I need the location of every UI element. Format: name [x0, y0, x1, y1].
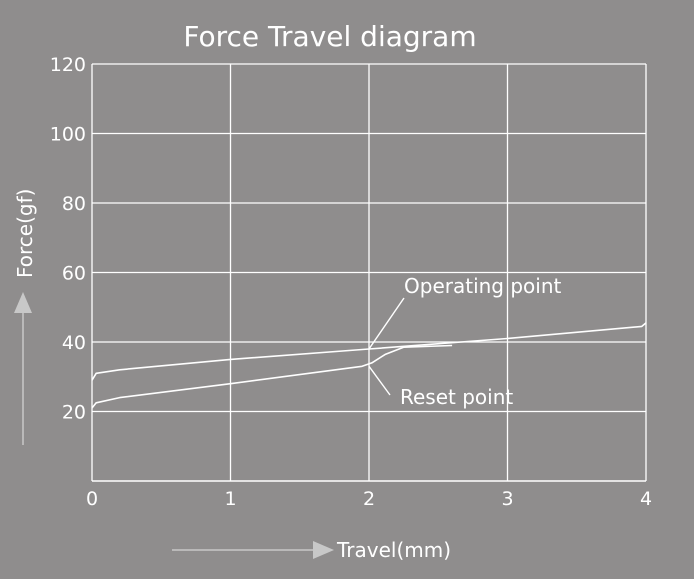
series-line-2: [91, 344, 453, 409]
operating-point-leader: [368, 297, 405, 350]
annotation-operating-point: Operating point: [404, 274, 562, 298]
y-tick-label: 40: [62, 332, 86, 354]
annotation-leaders: [368, 297, 405, 396]
series-lines: [91, 322, 647, 409]
series-line-1: [91, 322, 647, 381]
chart-title: Force Travel diagram: [183, 20, 476, 53]
x-tick-label: 4: [640, 488, 652, 510]
x-tick-label: 3: [501, 488, 513, 510]
y-axis-label: Force(gf): [13, 189, 37, 278]
y-tick-labels: 20 40 60 80 100 120: [50, 54, 86, 424]
y-tick-label: 60: [62, 263, 86, 285]
x-tick-label: 0: [86, 488, 98, 510]
x-axis-arrow-icon: [172, 541, 334, 559]
grid: [91, 63, 647, 482]
reset-point-leader: [368, 365, 391, 396]
y-tick-label: 120: [50, 54, 86, 76]
x-axis-label: Travel(mm): [336, 538, 451, 562]
y-tick-label: 20: [62, 402, 86, 424]
y-tick-label: 80: [62, 193, 86, 215]
x-tick-label: 2: [363, 488, 375, 510]
x-tick-labels: 0 1 2 3 4: [86, 488, 652, 510]
y-tick-label: 100: [50, 124, 86, 146]
y-axis-arrow-icon: [14, 292, 32, 445]
annotation-reset-point: Reset point: [400, 385, 513, 409]
x-tick-label: 1: [224, 488, 236, 510]
